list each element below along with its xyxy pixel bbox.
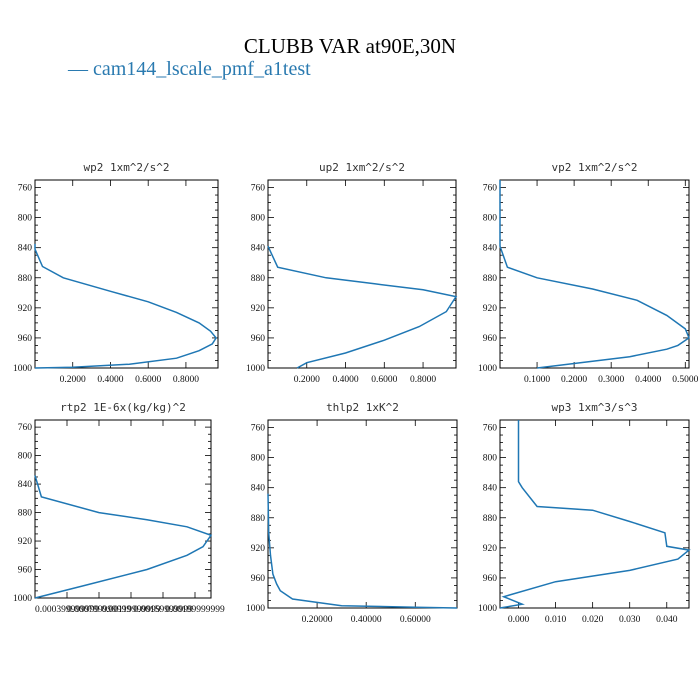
x-tick-label: 0.2000 <box>60 375 86 385</box>
y-tick-label: 880 <box>18 509 33 519</box>
y-tick-label: 920 <box>18 304 33 314</box>
y-tick-label: 880 <box>18 274 33 284</box>
y-tick-label: 960 <box>251 574 266 584</box>
x-tick-label: 0.00199999999 <box>165 605 225 615</box>
y-tick-label: 760 <box>483 184 498 194</box>
y-tick-label: 960 <box>18 334 33 344</box>
x-tick-label: 0.010 <box>545 615 567 625</box>
y-tick-label: 880 <box>251 274 266 284</box>
x-tick-label: 0.000799999999 <box>67 605 131 615</box>
data-line <box>34 475 213 599</box>
x-tick-label: 0.000399999999 <box>35 605 99 615</box>
y-tick-label: 960 <box>483 334 498 344</box>
legend-entry: — cam144_lscale_pmf_a1test <box>68 58 311 80</box>
y-tick-label: 760 <box>251 424 266 434</box>
x-tick-label: 0.40000 <box>351 615 382 625</box>
y-tick-label: 1000 <box>478 604 497 614</box>
x-tick-label: 0.4000 <box>332 375 358 385</box>
x-tick-label: 0.2000 <box>561 375 587 385</box>
y-tick-label: 1000 <box>246 364 265 374</box>
y-tick-label: 920 <box>483 304 498 314</box>
plot-frame <box>499 179 690 369</box>
y-tick-label: 800 <box>483 214 498 224</box>
y-tick-label: 840 <box>251 484 266 494</box>
y-tick-label: 840 <box>251 244 266 254</box>
subplot-3: vp2 1xm^2/s^2 760 800 840 880 920 960 1000 0.100… <box>478 161 699 385</box>
y-tick-label: 800 <box>251 454 266 464</box>
y-tick-label: 840 <box>483 484 498 494</box>
data-line <box>34 243 218 369</box>
y-tick-label: 760 <box>483 424 498 434</box>
x-tick-label: 0.00159999999 <box>133 605 193 615</box>
y-tick-label: 840 <box>18 244 33 254</box>
x-tick-label: 0.4000 <box>97 375 123 385</box>
data-line <box>267 245 458 369</box>
subplot-5: thlp2 1xK^2 760 800 840 880 920 960 1000 0.20000… <box>246 401 458 625</box>
y-tick-label: 920 <box>18 537 33 547</box>
y-tick-label: 800 <box>251 214 266 224</box>
x-tick-label: 0.6000 <box>371 375 397 385</box>
y-tick-label: 840 <box>18 480 33 490</box>
x-tick-label: 0.1000 <box>524 375 550 385</box>
y-tick-label: 1000 <box>13 364 32 374</box>
subplot-title: wp3 1xm^3/s^3 <box>551 401 637 414</box>
y-tick-label: 760 <box>251 184 266 194</box>
subplot-6: wp3 1xm^3/s^3 760 800 840 880 920 960 1000 0.000… <box>478 401 691 625</box>
y-tick-label: 760 <box>18 184 33 194</box>
subplot-title: vp2 1xm^2/s^2 <box>551 161 637 174</box>
y-tick-label: 800 <box>18 452 33 462</box>
y-tick-label: 960 <box>251 334 266 344</box>
x-tick-label: 0.60000 <box>400 615 431 625</box>
data-line <box>499 420 691 609</box>
y-tick-label: 1000 <box>246 604 265 614</box>
x-tick-label: 0.020 <box>582 615 604 625</box>
subplot-4: rtp2 1E-6x(kg/kg)^2 760 800 840 880 920 960 100… <box>13 401 225 615</box>
data-line <box>499 180 690 369</box>
subplot-1: wp2 1xm^2/s^2 760 800 840 880 920 960 1000 0.200… <box>13 161 219 385</box>
y-tick-label: 920 <box>251 304 266 314</box>
x-tick-label: 0.00119999999 <box>101 605 160 615</box>
x-tick-label: 0.6000 <box>135 375 161 385</box>
subplot-title: rtp2 1E-6x(kg/kg)^2 <box>60 401 186 414</box>
subplot-title: wp2 1xm^2/s^2 <box>83 161 169 174</box>
plot-frame <box>34 419 212 599</box>
plot-frame <box>499 419 690 609</box>
y-tick-label: 920 <box>483 544 498 554</box>
y-tick-label: 1000 <box>13 594 32 604</box>
y-tick-label: 800 <box>483 454 498 464</box>
plot-frame <box>34 179 219 369</box>
y-tick-label: 960 <box>18 566 33 576</box>
page-title: CLUBB VAR at90E,30N <box>243 34 457 58</box>
x-tick-label: 0.5000 <box>672 375 698 385</box>
x-tick-label: 0.030 <box>619 615 641 625</box>
x-tick-label: 0.8000 <box>173 375 199 385</box>
y-tick-label: 840 <box>483 244 498 254</box>
data-line <box>267 493 458 609</box>
x-tick-label: 0.20000 <box>302 615 333 625</box>
y-tick-label: 760 <box>18 423 33 433</box>
y-tick-label: 920 <box>251 544 266 554</box>
x-tick-label: 0.040 <box>656 615 678 625</box>
subplot-2: up2 1xm^2/s^2 760 800 840 880 920 960 1000 0.200… <box>246 161 458 385</box>
y-tick-label: 800 <box>18 214 33 224</box>
plot-frame <box>267 179 457 369</box>
y-tick-label: 960 <box>483 574 498 584</box>
y-tick-label: 880 <box>251 514 266 524</box>
y-tick-label: 880 <box>483 274 498 284</box>
y-tick-label: 880 <box>483 514 498 524</box>
x-tick-label: 0.8000 <box>410 375 436 385</box>
subplot-title: up2 1xm^2/s^2 <box>319 161 405 174</box>
subplot-title: thlp2 1xK^2 <box>326 401 399 414</box>
x-tick-label: 0.4000 <box>635 375 661 385</box>
x-tick-label: 0.000 <box>508 615 530 625</box>
x-tick-label: 0.2000 <box>294 375 320 385</box>
x-tick-label: 0.3000 <box>598 375 624 385</box>
plot-frame <box>267 419 458 609</box>
y-tick-label: 1000 <box>478 364 497 374</box>
